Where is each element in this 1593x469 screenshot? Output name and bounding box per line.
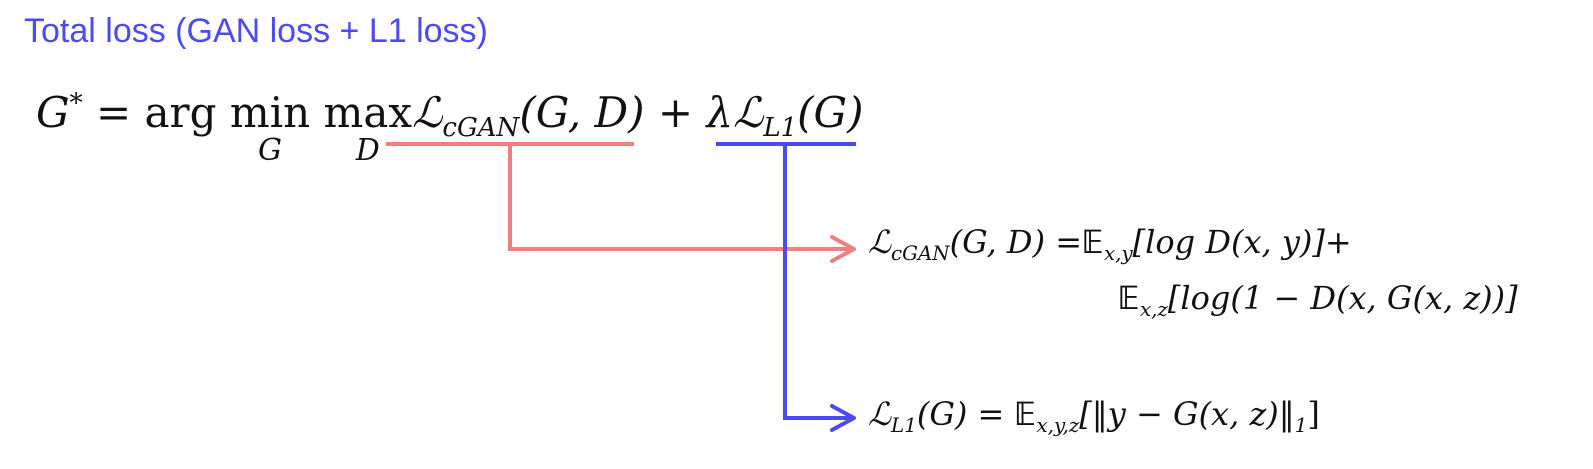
l1-norm-term: [‖y − G(x, z)‖ <box>1079 395 1295 433</box>
cgan-real-term: [log D(x, y)]+ <box>1132 223 1352 261</box>
min-label: min <box>229 88 311 137</box>
l1-loss-definition: ℒL1(G) = 𝔼x,y,z[‖y − G(x, z)‖1] <box>868 395 1320 435</box>
cgan-def-args: (G, D) <box>949 223 1046 261</box>
expectation-xz-subscript: x,z <box>1139 297 1168 321</box>
max-subscript: D <box>355 133 380 168</box>
l1-loss-args: (G) <box>797 88 864 137</box>
max-operator: max D <box>324 92 413 166</box>
max-label: max <box>323 88 413 137</box>
l1-loss-term: ℒL1(G) <box>733 92 863 142</box>
l1-def-subscript: L1 <box>891 413 917 437</box>
cgan-def-symbol: ℒ <box>868 223 892 261</box>
cgan-arrowhead <box>830 235 856 263</box>
main-objective-equation: G* = arg min G max D ℒcGAN(G, D) + λℒL1(… <box>36 90 864 166</box>
cgan-loss-args: (G, D) <box>519 88 645 137</box>
l1-loss-symbol: ℒ <box>733 88 764 137</box>
expectation-xyz-subscript: x,y,z <box>1036 413 1080 437</box>
cgan-fake-term: [log(1 − D(x, G(x, z))] <box>1167 279 1518 317</box>
optimal-star: * <box>69 88 83 119</box>
expectation-xz: 𝔼 <box>1118 279 1140 317</box>
l1-connector-line <box>783 144 850 420</box>
expectation-xy: 𝔼 <box>1082 223 1104 261</box>
l1-def-symbol: ℒ <box>868 395 892 433</box>
cgan-loss-definition-line2: 𝔼x,z[log(1 − D(x, G(x, z))] <box>1118 279 1518 319</box>
min-operator: min G <box>230 92 310 166</box>
diagram-title: Total loss (GAN loss + L1 loss) <box>24 12 488 50</box>
expectation-xy-subscript: x,y <box>1103 241 1133 265</box>
lambda-weight: λ <box>706 88 734 137</box>
cgan-loss-symbol: ℒ <box>412 88 443 137</box>
l1-def-args: (G) <box>916 395 968 433</box>
l1-def-equals: = <box>977 395 1005 433</box>
cgan-connector-line <box>508 144 850 251</box>
arg-operator: arg <box>144 88 217 137</box>
plus-sign: + <box>657 88 694 137</box>
expectation-xyz: 𝔼 <box>1014 395 1037 433</box>
l1-arrowhead <box>830 404 856 432</box>
cgan-loss-term: ℒcGAN(G, D) <box>412 92 644 142</box>
l1-loss-subscript: L1 <box>763 113 798 144</box>
l1-close-bracket: ] <box>1307 395 1320 433</box>
cgan-loss-definition-line1: ℒcGAN(G, D) =𝔼x,y[log D(x, y)]+ <box>868 223 1352 263</box>
cgan-def-subscript: cGAN <box>891 241 950 265</box>
cgan-loss-subscript: cGAN <box>442 113 520 144</box>
cgan-def-equals: = <box>1055 223 1083 261</box>
equals-sign: = <box>95 88 132 137</box>
generator-optimal: G <box>36 88 70 137</box>
min-subscript: G <box>258 133 283 168</box>
l1-norm-subscript: 1 <box>1294 413 1308 437</box>
